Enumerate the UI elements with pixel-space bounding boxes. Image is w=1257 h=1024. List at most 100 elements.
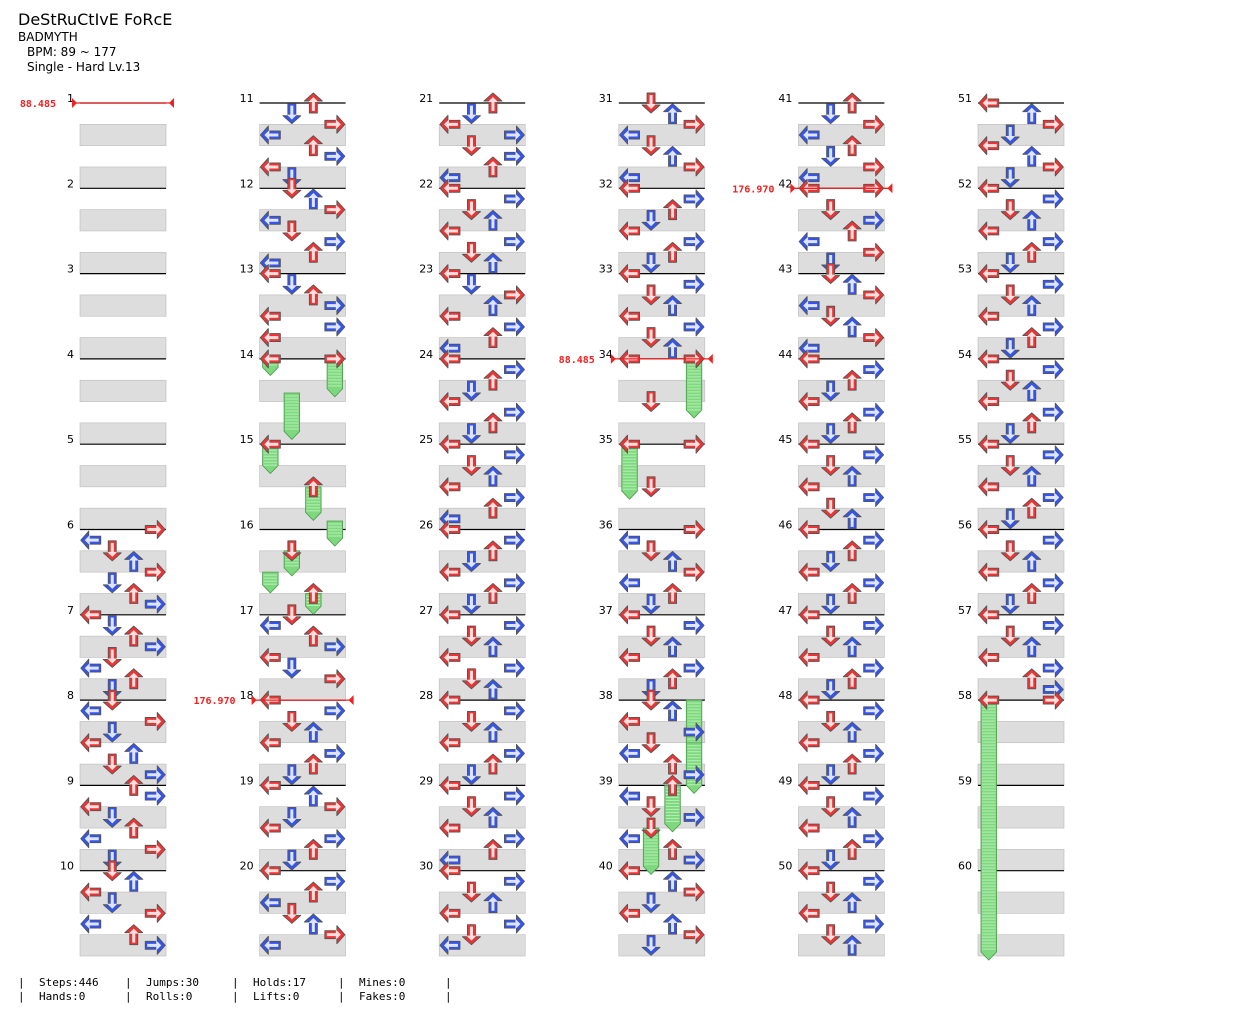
down-arrow-icon — [821, 924, 841, 946]
right-arrow-icon — [1042, 274, 1064, 294]
right-arrow-icon — [683, 925, 705, 945]
down-arrow-icon — [821, 881, 841, 903]
arrow-highlight — [487, 640, 498, 655]
down-arrow-icon — [462, 924, 481, 946]
arrow-highlight — [646, 393, 657, 408]
down-arrow-icon — [821, 849, 841, 871]
up-arrow-icon — [663, 753, 682, 775]
down-arrow-icon — [102, 615, 122, 636]
arrow-highlight — [667, 555, 678, 570]
arrow-highlight — [623, 183, 638, 194]
down-arrow-icon — [641, 625, 661, 647]
arrow-highlight — [506, 705, 521, 716]
left-arrow-icon — [80, 797, 102, 817]
hold-note — [685, 742, 703, 794]
arrow-highlight — [825, 766, 836, 781]
arrow-highlight — [466, 628, 477, 643]
measure-number: 50 — [778, 860, 792, 873]
right-arrow-icon — [1042, 658, 1064, 678]
arrow-highlight — [443, 780, 458, 791]
up-arrow-icon — [303, 284, 323, 306]
arrow-highlight — [466, 926, 477, 941]
right-arrow-icon — [863, 210, 885, 230]
beat-stripe — [977, 465, 1065, 488]
down-arrow-icon — [462, 199, 481, 221]
arrow-highlight — [865, 407, 880, 418]
right-arrow-icon — [504, 285, 525, 305]
stats-divider: | | — [338, 976, 345, 1003]
left-arrow-icon — [80, 605, 102, 625]
arrow-highlight — [686, 439, 701, 450]
measure-number: 38 — [599, 689, 613, 702]
left-arrow-icon — [619, 264, 640, 284]
arrow-highlight — [803, 695, 818, 706]
arrow-highlight — [443, 567, 458, 578]
arrow-highlight — [1026, 246, 1037, 261]
bpm-left-cap — [790, 183, 796, 194]
beat-stripe — [79, 251, 167, 274]
left-arrow-icon — [619, 306, 640, 326]
arrow-highlight — [466, 137, 477, 152]
hold-note — [262, 571, 279, 594]
right-arrow-icon — [504, 616, 525, 635]
arrow-highlight — [667, 246, 678, 261]
up-arrow-icon — [124, 742, 144, 764]
arrow-highlight — [443, 823, 458, 834]
arrow-highlight — [825, 713, 836, 728]
down-arrow-icon — [282, 710, 302, 732]
right-arrow-icon — [683, 317, 705, 337]
measure-number: 41 — [778, 92, 792, 105]
up-arrow-icon — [663, 551, 682, 572]
down-arrow-icon — [462, 796, 481, 818]
arrow-highlight — [487, 331, 498, 346]
up-arrow-icon — [483, 892, 503, 914]
arrow-highlight — [847, 896, 858, 911]
arrow-highlight — [623, 652, 638, 663]
stat-jumps: Jumps:30 — [146, 976, 199, 989]
arrow-highlight — [1005, 596, 1016, 611]
arrow-highlight — [646, 137, 657, 152]
left-arrow-icon — [80, 882, 102, 902]
down-arrow-icon — [1000, 508, 1020, 530]
up-arrow-icon — [483, 583, 503, 604]
measure-number: 47 — [778, 604, 792, 617]
down-arrow-icon — [282, 273, 302, 295]
up-arrow-icon — [303, 476, 323, 498]
left-arrow-icon — [978, 477, 1000, 497]
arrow-highlight — [466, 884, 477, 899]
arrow-highlight — [506, 321, 521, 332]
left-arrow-icon — [439, 221, 461, 241]
arrow-highlight — [667, 875, 678, 890]
arrow-highlight — [686, 929, 701, 940]
measure-number: 29 — [419, 774, 433, 787]
arrow-highlight — [865, 215, 880, 226]
up-arrow-icon — [1022, 497, 1042, 519]
arrow-highlight — [466, 105, 477, 120]
arrow-highlight — [84, 663, 99, 674]
measure-number: 17 — [240, 604, 254, 617]
arrow-highlight — [487, 896, 498, 911]
right-arrow-icon — [504, 530, 525, 550]
arrow-highlight — [646, 478, 657, 493]
arrow-highlight — [646, 542, 657, 557]
arrow-highlight — [487, 758, 498, 773]
arrow-highlight — [825, 382, 836, 397]
left-arrow-icon — [439, 648, 461, 667]
arrow-highlight — [128, 630, 139, 645]
right-arrow-icon — [1042, 189, 1064, 209]
left-arrow-icon — [798, 562, 820, 582]
arrow-highlight — [128, 672, 139, 687]
stats-col-steps: Steps:446 Hands:0 — [39, 976, 99, 1004]
arrow-highlight — [264, 897, 279, 908]
left-arrow-icon — [978, 93, 1000, 113]
arrow-highlight — [308, 246, 319, 261]
down-arrow-icon — [462, 103, 481, 125]
left-arrow-icon — [259, 935, 281, 955]
right-arrow-icon — [1042, 445, 1064, 465]
bpm-value: 88.485 — [559, 355, 595, 366]
bpm-right-cap — [348, 695, 354, 706]
beat-stripe — [798, 294, 885, 317]
left-arrow-icon — [259, 306, 281, 326]
stat-mines: Mines:0 — [359, 976, 406, 989]
down-arrow-icon — [1000, 284, 1020, 306]
